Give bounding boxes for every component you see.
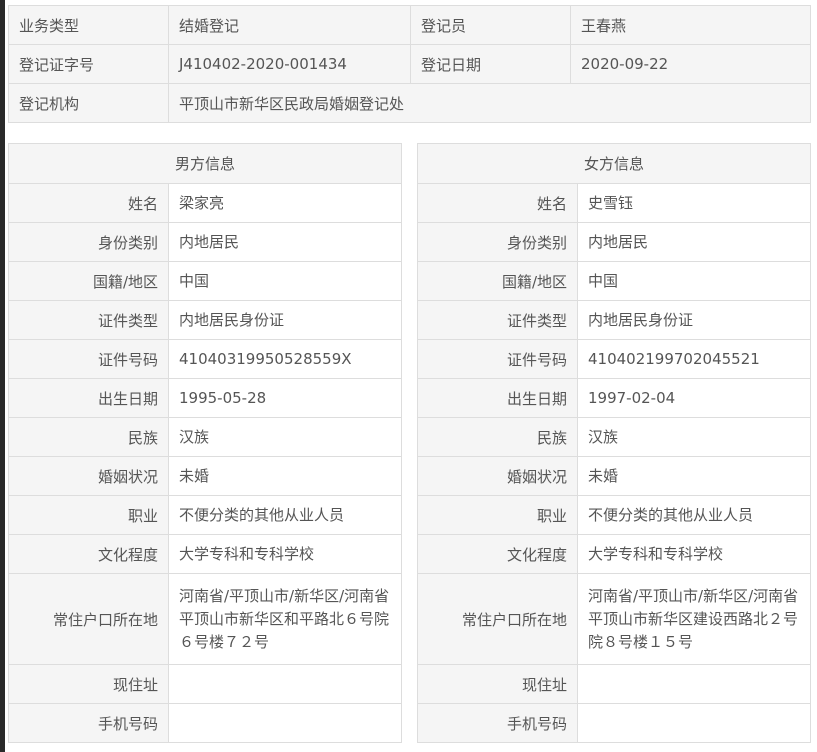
- field-label: 婚姻状况: [8, 456, 169, 496]
- table-row: 现住址: [417, 664, 812, 704]
- field-value: [167, 703, 403, 743]
- table-row: 证件类型 内地居民身份证: [417, 300, 812, 340]
- field-label: 证件类型: [8, 300, 169, 340]
- table-row: 民族 汉族: [417, 417, 812, 457]
- field-label: 证件号码: [8, 339, 169, 379]
- cert-no-value: J410402-2020-001434: [168, 44, 411, 84]
- field-value: 1997-02-04: [576, 378, 812, 418]
- registration-summary-table: 业务类型 结婚登记 登记员 王春燕 登记证字号 J410402-2020-001…: [8, 5, 811, 123]
- male-info-title: 男方信息: [7, 143, 403, 184]
- field-value: 1995-05-28: [167, 378, 403, 418]
- field-label: 职业: [417, 495, 578, 535]
- table-row: 姓名 史雪钰: [417, 183, 812, 223]
- field-label: 常住户口所在地: [8, 573, 169, 665]
- field-value: 41040319950528559X: [167, 339, 403, 379]
- table-row: 文化程度 大学专科和专科学校: [417, 534, 812, 574]
- table-row: 业务类型 结婚登记 登记员 王春燕: [8, 5, 811, 45]
- table-row: 身份类别 内地居民: [417, 222, 812, 262]
- business-type-label: 业务类型: [8, 5, 169, 45]
- field-value: 汉族: [167, 417, 403, 457]
- field-label: 国籍/地区: [417, 261, 578, 301]
- table-row: 常住户口所在地 河南省/平顶山市/新华区/河南省平顶山市新华区建设西路北２号院８号…: [417, 573, 812, 665]
- table-row: 常住户口所在地 河南省/平顶山市/新华区/河南省平顶山市新华区和平路北６号院６号楼…: [8, 573, 403, 665]
- field-label: 民族: [8, 417, 169, 457]
- table-row: 姓名 梁家亮: [8, 183, 403, 223]
- field-label: 身份类别: [8, 222, 169, 262]
- field-value: 内地居民: [576, 222, 812, 262]
- table-row: 证件号码 410402199702045521: [417, 339, 812, 379]
- field-label: 证件类型: [417, 300, 578, 340]
- table-row: 文化程度 大学专科和专科学校: [8, 534, 403, 574]
- field-value: 内地居民身份证: [576, 300, 812, 340]
- table-row: 现住址: [8, 664, 403, 704]
- table-row: 国籍/地区 中国: [417, 261, 812, 301]
- field-label: 姓名: [417, 183, 578, 223]
- business-type-value: 结婚登记: [168, 5, 411, 45]
- date-value: 2020-09-22: [570, 44, 811, 84]
- table-row: 民族 汉族: [8, 417, 403, 457]
- date-label: 登记日期: [410, 44, 571, 84]
- table-row: 婚姻状况 未婚: [8, 456, 403, 496]
- field-value: 河南省/平顶山市/新华区/河南省平顶山市新华区建设西路北２号院８号楼１５号: [576, 573, 812, 665]
- table-row: 出生日期 1997-02-04: [417, 378, 812, 418]
- field-value: 410402199702045521: [576, 339, 812, 379]
- field-label: 现住址: [417, 664, 578, 704]
- field-value: 中国: [167, 261, 403, 301]
- field-label: 常住户口所在地: [417, 573, 578, 665]
- field-value: 中国: [576, 261, 812, 301]
- male-info-table: 男方信息 姓名 梁家亮 身份类别 内地居民 国籍/地区 中国 证件类型 内地居民身份证 证件号码…: [7, 143, 403, 743]
- field-value: 汉族: [576, 417, 812, 457]
- table-row: 出生日期 1995-05-28: [8, 378, 403, 418]
- table-row: 登记证字号 J410402-2020-001434 登记日期 2020-09-2…: [8, 44, 811, 84]
- field-value: 大学专科和专科学校: [576, 534, 812, 574]
- field-value: 不便分类的其他从业人员: [167, 495, 403, 535]
- table-row: 职业 不便分类的其他从业人员: [417, 495, 812, 535]
- field-label: 文化程度: [8, 534, 169, 574]
- field-value: [167, 664, 403, 704]
- field-label: 出生日期: [417, 378, 578, 418]
- table-row: 手机号码: [417, 703, 812, 743]
- table-row: 国籍/地区 中国: [8, 261, 403, 301]
- field-label: 手机号码: [417, 703, 578, 743]
- field-value: 河南省/平顶山市/新华区/河南省平顶山市新华区和平路北６号院６号楼７２号: [167, 573, 403, 665]
- office-label: 登记机构: [8, 83, 169, 123]
- field-value: 史雪钰: [576, 183, 812, 223]
- field-value: 大学专科和专科学校: [167, 534, 403, 574]
- female-info-table: 女方信息 姓名 史雪钰 身份类别 内地居民 国籍/地区 中国 证件类型 内地居民身份证 证件号码…: [416, 143, 812, 743]
- field-label: 婚姻状况: [417, 456, 578, 496]
- table-row: 职业 不便分类的其他从业人员: [8, 495, 403, 535]
- field-value: [576, 664, 812, 704]
- field-label: 文化程度: [417, 534, 578, 574]
- field-value: [576, 703, 812, 743]
- field-value: 不便分类的其他从业人员: [576, 495, 812, 535]
- field-label: 姓名: [8, 183, 169, 223]
- field-value: 内地居民身份证: [167, 300, 403, 340]
- field-label: 现住址: [8, 664, 169, 704]
- female-info-title: 女方信息: [416, 143, 812, 184]
- table-row: 身份类别 内地居民: [8, 222, 403, 262]
- cert-no-label: 登记证字号: [8, 44, 169, 84]
- table-row: 手机号码: [8, 703, 403, 743]
- field-value: 未婚: [576, 456, 812, 496]
- office-value: 平顶山市新华区民政局婚姻登记处: [168, 83, 811, 123]
- field-value: 梁家亮: [167, 183, 403, 223]
- field-value: 内地居民: [167, 222, 403, 262]
- table-row: 证件号码 41040319950528559X: [8, 339, 403, 379]
- field-label: 职业: [8, 495, 169, 535]
- registrar-label: 登记员: [410, 5, 571, 45]
- window-edge: [0, 0, 5, 752]
- field-label: 出生日期: [8, 378, 169, 418]
- table-row: 登记机构 平顶山市新华区民政局婚姻登记处: [8, 83, 811, 123]
- table-row: 证件类型 内地居民身份证: [8, 300, 403, 340]
- registrar-value: 王春燕: [570, 5, 811, 45]
- field-value: 未婚: [167, 456, 403, 496]
- field-label: 身份类别: [417, 222, 578, 262]
- field-label: 国籍/地区: [8, 261, 169, 301]
- table-row: 婚姻状况 未婚: [417, 456, 812, 496]
- field-label: 证件号码: [417, 339, 578, 379]
- field-label: 手机号码: [8, 703, 169, 743]
- field-label: 民族: [417, 417, 578, 457]
